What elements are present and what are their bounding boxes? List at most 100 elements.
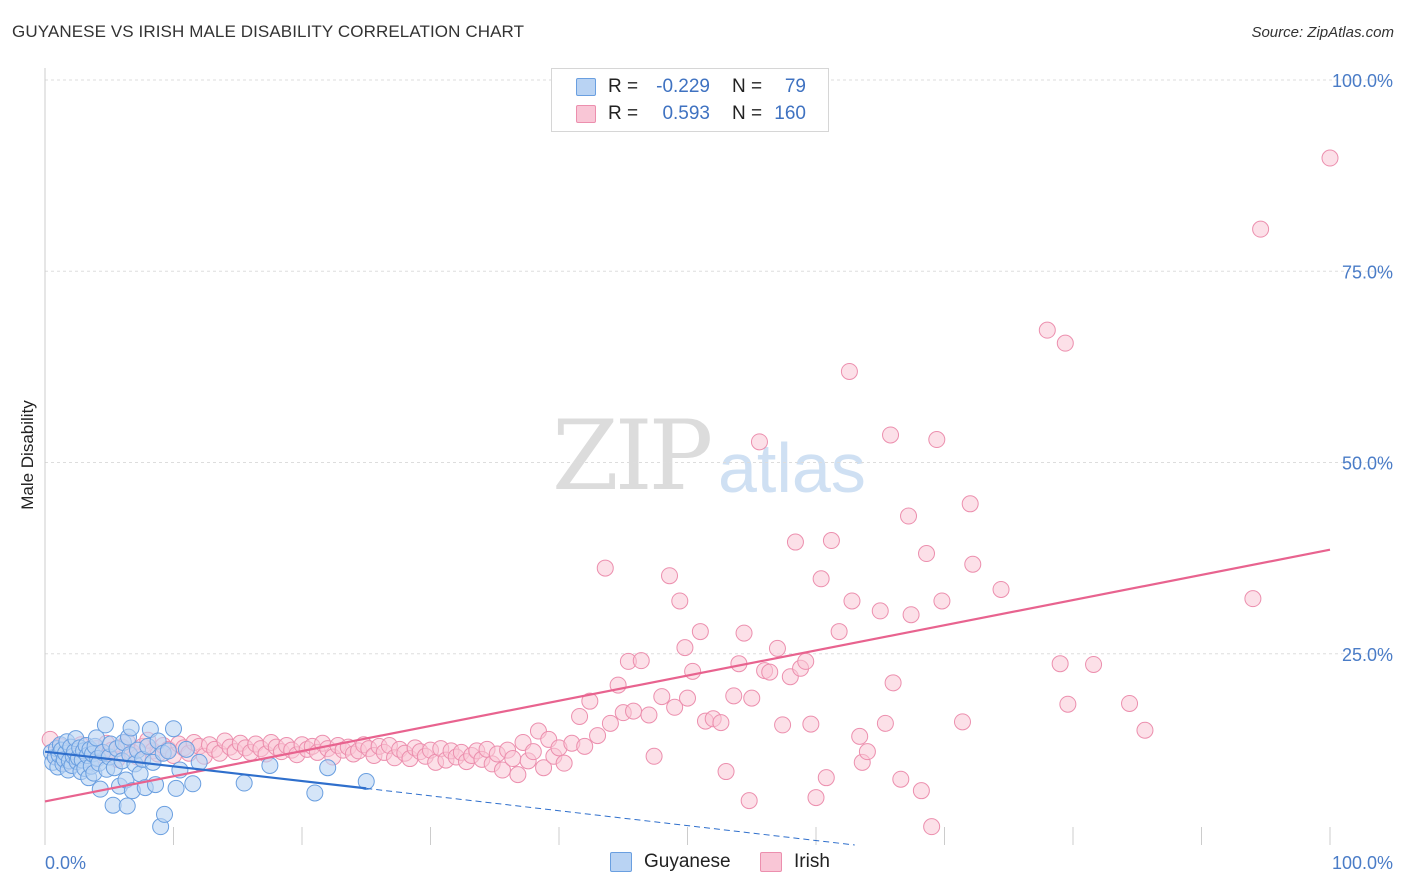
irish-point xyxy=(645,747,663,765)
irish-point xyxy=(601,714,619,732)
irish-point xyxy=(964,555,982,573)
series-label-irish: Irish xyxy=(794,851,830,872)
guyanese-trend-extension xyxy=(366,787,855,846)
irish-point xyxy=(581,692,599,710)
irish-point xyxy=(843,592,861,610)
legend-r-value-irish: 0.593 xyxy=(662,103,710,124)
chart-title: GUYANESE VS IRISH MALE DISABILITY CORREL… xyxy=(12,22,525,41)
guyanese-point xyxy=(167,779,185,797)
series-swatch-irish xyxy=(760,852,782,872)
irish-point xyxy=(1121,694,1139,712)
legend-row-irish: R = 0.593 N = 160 xyxy=(576,101,806,127)
irish-point xyxy=(902,606,920,624)
irish-point xyxy=(1056,334,1074,352)
irish-point xyxy=(524,743,542,761)
legend-n-value-guyanese: 79 xyxy=(784,76,806,97)
irish-point xyxy=(740,792,758,810)
irish-point xyxy=(858,743,876,761)
irish-point xyxy=(666,698,684,716)
irish-point xyxy=(923,818,941,836)
irish-point xyxy=(684,662,702,680)
watermark-zip: ZIP xyxy=(552,400,713,512)
irish-point xyxy=(912,782,930,800)
irish-point xyxy=(822,532,840,550)
irish-point xyxy=(632,652,650,670)
irish-point xyxy=(691,623,709,641)
irish-point xyxy=(712,714,730,732)
irish-point xyxy=(1244,590,1262,608)
guyanese-point xyxy=(156,805,174,823)
irish-point xyxy=(928,431,946,449)
series-legend-irish[interactable]: Irish xyxy=(760,851,830,873)
legend-r-value-guyanese: -0.229 xyxy=(656,76,710,97)
guyanese-point xyxy=(184,775,202,793)
irish-point xyxy=(671,592,689,610)
irish-point xyxy=(676,639,694,657)
source-label: Source: ZipAtlas.com xyxy=(1251,24,1394,41)
guyanese-point xyxy=(261,756,279,774)
legend-swatch-guyanese xyxy=(576,78,596,96)
irish-point xyxy=(504,750,522,768)
irish-point xyxy=(884,674,902,692)
guyanese-point xyxy=(104,796,122,814)
irish-point xyxy=(576,737,594,755)
guyanese-point xyxy=(357,773,375,791)
irish-point xyxy=(679,689,696,707)
guyanese-point xyxy=(159,742,177,760)
irish-point xyxy=(817,769,835,787)
irish-point xyxy=(1038,321,1056,339)
irish-point xyxy=(786,533,804,551)
irish-point xyxy=(802,715,820,733)
irish-point xyxy=(1321,149,1339,167)
legend-r-label: R = xyxy=(608,76,639,97)
irish-point xyxy=(830,623,848,641)
irish-point xyxy=(571,707,589,725)
irish-point xyxy=(589,727,607,745)
irish-point xyxy=(1085,655,1103,673)
guyanese-point xyxy=(306,784,324,802)
irish-point xyxy=(953,713,971,731)
irish-point xyxy=(871,602,889,620)
irish-point xyxy=(625,702,643,720)
irish-point xyxy=(892,770,910,788)
irish-point xyxy=(535,759,553,777)
x-tick-label: 100.0% xyxy=(1332,853,1393,873)
irish-point xyxy=(812,570,830,588)
legend-swatch-irish xyxy=(576,105,596,123)
irish-point xyxy=(555,754,573,772)
irish-point xyxy=(725,687,743,705)
guyanese-point xyxy=(319,759,337,777)
series-legend-guyanese[interactable]: Guyanese xyxy=(610,851,731,873)
legend-n-label: N = xyxy=(732,103,763,124)
irish-point xyxy=(1059,695,1077,713)
x-tick-label: 0.0% xyxy=(45,853,86,873)
irish-point xyxy=(876,714,894,732)
guyanese-point xyxy=(87,729,105,747)
irish-point xyxy=(717,763,735,781)
irish-point xyxy=(1252,220,1270,238)
guyanese-point xyxy=(235,774,253,792)
y-tick-label: 50.0% xyxy=(1342,454,1393,474)
irish-point xyxy=(493,761,511,779)
series-legend: Guyanese Irish xyxy=(0,851,1406,877)
y-tick-label: 75.0% xyxy=(1342,262,1393,282)
irish-point xyxy=(761,663,779,681)
guyanese-point xyxy=(118,797,136,815)
guyanese-point xyxy=(122,719,140,737)
irish-point xyxy=(774,716,792,734)
y-tick-label: 25.0% xyxy=(1342,645,1393,665)
watermark-atlas: atlas xyxy=(718,429,866,507)
irish-point xyxy=(840,362,858,380)
irish-point xyxy=(807,789,825,807)
irish-point xyxy=(961,495,979,513)
irish-point xyxy=(768,639,786,657)
series-label-guyanese: Guyanese xyxy=(644,851,731,872)
guyanese-point xyxy=(165,720,182,738)
irish-point xyxy=(992,580,1010,598)
legend-n-value-irish: 160 xyxy=(774,103,806,124)
series-swatch-guyanese xyxy=(610,852,632,872)
guyanese-trend-line xyxy=(44,750,367,790)
irish-point xyxy=(851,727,869,745)
